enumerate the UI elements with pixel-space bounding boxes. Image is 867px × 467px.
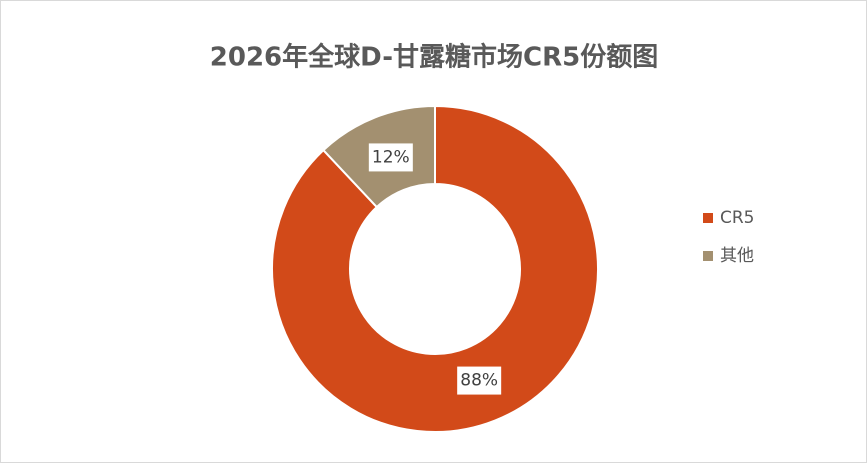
slice [271,104,599,433]
data-label: 12% [372,147,410,167]
legend-swatch [703,213,713,223]
chart-title: 2026年全球D-甘露糖市场CR5份额图 [210,42,658,73]
data-label: 88% [460,371,498,391]
data-label-box [368,143,413,172]
data-label-box [457,366,502,395]
legend-label: 其他 [720,246,754,266]
legend-label: CR5 [720,208,755,228]
legend-swatch [703,251,713,261]
